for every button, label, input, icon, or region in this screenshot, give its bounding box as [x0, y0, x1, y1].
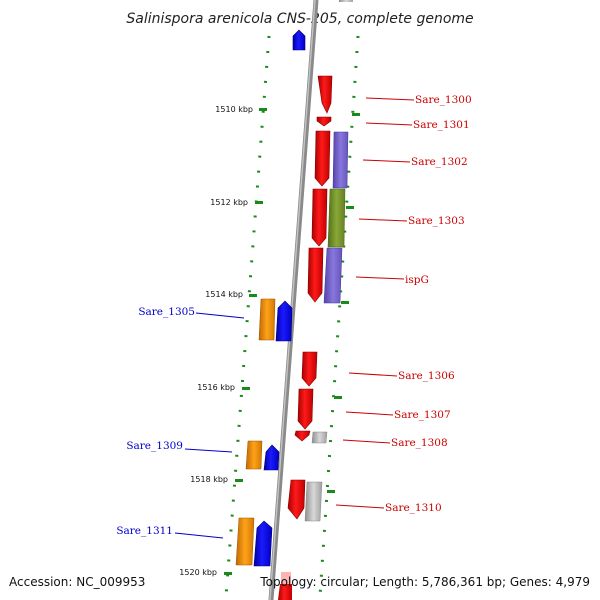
gene-sare-1307 [297, 388, 314, 430]
gene-label-sare-1307[interactable]: Sare_1307 [394, 409, 451, 421]
map-title: Salinispora arenicola CNS-205, complete … [126, 11, 473, 27]
genome-backbone [268, 0, 319, 600]
reverse-gene-top [292, 29, 306, 51]
right-tick [341, 301, 349, 304]
gene-label-sare-1309[interactable]: Sare_1309 [126, 440, 183, 452]
label-sare-1309[interactable]: Sare_1309 [126, 440, 233, 453]
feature-orange-1309 [245, 440, 263, 470]
scale-1512: 1512 kbp [210, 198, 263, 207]
label-sare-1301[interactable]: Sare_1301 [365, 119, 470, 131]
gene-label-ispG[interactable]: ispG [405, 274, 429, 286]
scale-tick-1518 [235, 479, 243, 482]
label-sare-1302[interactable]: Sare_1302 [362, 156, 468, 168]
label-sare-1300[interactable]: Sare_1300 [365, 94, 472, 106]
leader-line [362, 159, 411, 163]
label-sare-1305[interactable]: Sare_1305 [138, 306, 245, 319]
label-sare-1311[interactable]: Sare_1311 [116, 525, 224, 539]
scale-1514: 1514 kbp [205, 290, 257, 299]
feature-gray-1308 [311, 431, 328, 444]
right-tick [334, 396, 342, 399]
scale-1518: 1518 kbp [190, 475, 243, 484]
scale-label-1516: 1516 kbp [197, 383, 235, 392]
gene-partial-bottom [278, 584, 292, 600]
scale-label-1518: 1518 kbp [190, 475, 228, 484]
gene-sare-1300 [317, 75, 333, 114]
partial-gray-feature-top [339, 0, 353, 2]
label-sare-1308[interactable]: Sare_1308 [342, 437, 448, 449]
gene-sare-1310 [287, 479, 306, 520]
leader-line [358, 218, 408, 222]
scale-tick-1520 [224, 572, 232, 575]
scale-label-1514: 1514 kbp [205, 290, 243, 299]
gene-sare-1302 [314, 130, 331, 187]
gene-sare-1309 [263, 444, 280, 471]
gene-label-sare-1301[interactable]: Sare_1301 [413, 119, 470, 131]
leader-line [348, 372, 398, 377]
right-tick [327, 490, 335, 493]
gene-label-sare-1311[interactable]: Sare_1311 [116, 525, 173, 537]
feature-green-1303 [327, 188, 346, 248]
leader-line [184, 448, 233, 453]
leader-line [342, 439, 391, 444]
scale-1510: 1510 kbp [215, 105, 267, 114]
scale-tick-1516 [242, 387, 250, 390]
feature-orange-1311 [235, 517, 255, 566]
right-tick [346, 206, 354, 209]
scale-tick-1512 [255, 201, 263, 204]
gene-sare-1303 [311, 188, 328, 247]
feature-purple-1302 [332, 131, 349, 189]
gene-sare-1311 [253, 520, 273, 567]
feature-orange-1305 [258, 298, 276, 341]
feature-gray-1310 [304, 481, 323, 522]
scale-tick-1514 [249, 294, 257, 297]
scale-label-1510: 1510 kbp [215, 105, 253, 114]
leader-line [365, 122, 413, 126]
label-sare-1303[interactable]: Sare_1303 [358, 215, 465, 227]
gene-label-sare-1303[interactable]: Sare_1303 [408, 215, 465, 227]
label-ispG[interactable]: ispG [355, 274, 429, 286]
scale-1520: 1520 kbp [179, 568, 232, 577]
scale-label-1520: 1520 kbp [179, 568, 217, 577]
label-sare-1310[interactable]: Sare_1310 [335, 502, 442, 514]
leader-line [335, 504, 385, 509]
gene-sare-1308 [294, 430, 311, 442]
leader-line [345, 411, 394, 416]
scale-tick-1510 [259, 108, 267, 111]
gene-partial-bottom-pale [281, 572, 291, 584]
leader-line [365, 97, 415, 101]
gene-label-sare-1305[interactable]: Sare_1305 [138, 306, 195, 318]
leader-line [355, 276, 405, 280]
gene-label-sare-1302[interactable]: Sare_1302 [411, 156, 468, 168]
scale-label-1512: 1512 kbp [210, 198, 248, 207]
gene-sare-1305 [275, 300, 293, 342]
feature-purple-ispG [323, 247, 343, 304]
gene-sare-1301 [316, 116, 332, 127]
label-sare-1306[interactable]: Sare_1306 [348, 370, 455, 382]
gene-label-sare-1308[interactable]: Sare_1308 [391, 437, 448, 449]
gene-ispG [307, 247, 324, 303]
scale-1516: 1516 kbp [197, 383, 250, 392]
accession-label: Accession: NC_009953 [9, 575, 146, 589]
genome-stats-label: Topology: circular; Length: 5,786,361 bp… [260, 575, 590, 589]
gene-label-sare-1310[interactable]: Sare_1310 [385, 502, 442, 514]
gene-sare-1306 [301, 351, 318, 387]
label-sare-1307[interactable]: Sare_1307 [345, 409, 451, 421]
genome-backbone-highlight [269, 0, 316, 600]
right-tick [352, 113, 360, 116]
leader-line [174, 532, 224, 539]
gene-label-sare-1300[interactable]: Sare_1300 [415, 94, 472, 106]
leader-line [195, 312, 245, 319]
gene-label-sare-1306[interactable]: Sare_1306 [398, 370, 455, 382]
